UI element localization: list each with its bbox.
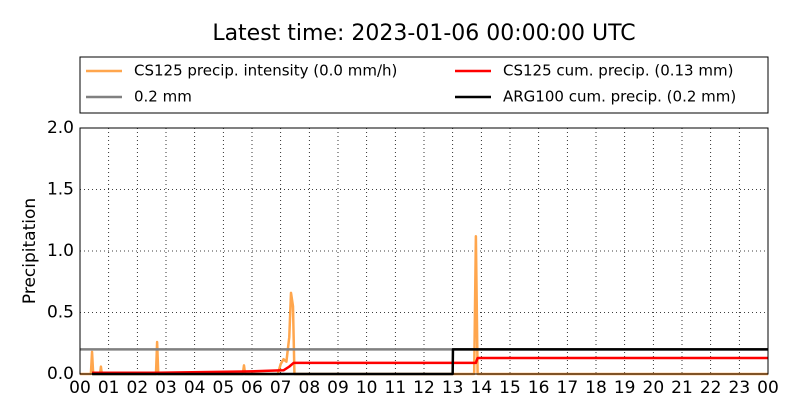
y-tick-label: 0.5: [47, 303, 74, 323]
x-tick-label: 14: [471, 378, 493, 398]
x-tick-label: 04: [184, 378, 206, 398]
x-tick-label: 20: [643, 378, 665, 398]
y-tick-label: 1.5: [47, 180, 74, 200]
x-tick-label: 03: [155, 378, 177, 398]
legend-label: CS125 cum. precip. (0.13 mm): [503, 62, 733, 80]
x-tick-label: 05: [213, 378, 235, 398]
x-tick-label: 22: [700, 378, 722, 398]
legend-box: [79, 56, 769, 114]
x-tick-label: 17: [557, 378, 579, 398]
y-tick-label: 1.0: [47, 241, 74, 261]
x-tick-label: 12: [413, 378, 435, 398]
x-tick-label: 09: [327, 378, 349, 398]
x-tick-label: 10: [356, 378, 378, 398]
x-tick-label: 00: [69, 378, 91, 398]
x-tick-label: 06: [241, 378, 263, 398]
x-tick-label: 07: [270, 378, 292, 398]
series-line: [92, 356, 768, 375]
x-tick-label: 16: [528, 378, 550, 398]
x-tick-label: 11: [385, 378, 407, 398]
chart-title: Latest time: 2023-01-06 00:00:00 UTC: [212, 21, 635, 46]
x-tick-label: 15: [499, 378, 521, 398]
x-tick-label: 01: [98, 378, 120, 398]
x-tick-label: 08: [299, 378, 321, 398]
plot-frame: [79, 127, 769, 375]
legend-label: 0.2 mm: [134, 88, 192, 106]
x-tick-label: 02: [127, 378, 149, 398]
y-tick-label: 0.0: [47, 364, 74, 384]
x-tick-label: 00: [757, 378, 779, 398]
x-tick-label: 19: [614, 378, 636, 398]
x-tick-label: 18: [585, 378, 607, 398]
legend-label: CS125 precip. intensity (0.0 mm/h): [134, 62, 397, 80]
legend-label: ARG100 cum. precip. (0.2 mm): [503, 88, 736, 106]
y-tick-label: 2.0: [47, 118, 74, 138]
x-tick-label: 13: [442, 378, 464, 398]
y-axis-label: Precipitation: [20, 198, 40, 304]
x-tick-label: 23: [729, 378, 751, 398]
x-tick-label: 21: [671, 378, 693, 398]
